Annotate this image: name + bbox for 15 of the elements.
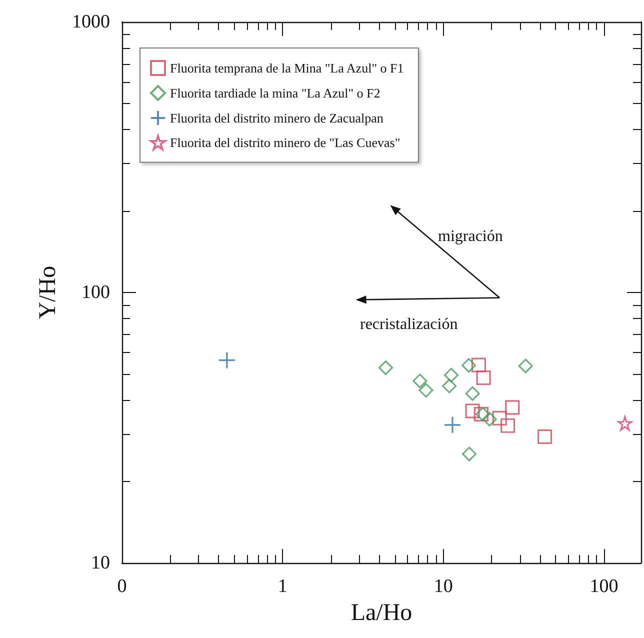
legend-label: Fluorita temprana de la Mina "La Azul" o F1: [170, 60, 404, 76]
legend-label: Fluorita del distrito minero de "Las Cuevas": [170, 135, 400, 150]
x-tick-label: 0: [117, 576, 127, 597]
x-axis-title: La/Ho: [350, 600, 412, 626]
y-axis-title: Y/Ho: [35, 266, 61, 320]
x-tick-label: 1: [278, 576, 288, 597]
y-tick-label: 100: [82, 282, 110, 303]
y-tick-label: 10: [91, 552, 110, 574]
annotation: recristalización: [360, 316, 458, 334]
x-tick-label: 100: [590, 576, 618, 597]
annotation: migración: [438, 228, 503, 246]
legend-label: Fluorita del distrito minero de Zacualpan: [170, 110, 384, 126]
legend-label: Fluorita tardiade la mina "La Azul" o F2: [170, 86, 380, 100]
y-tick-label: 1000: [72, 12, 110, 32]
x-tick-label: 10: [434, 576, 453, 597]
